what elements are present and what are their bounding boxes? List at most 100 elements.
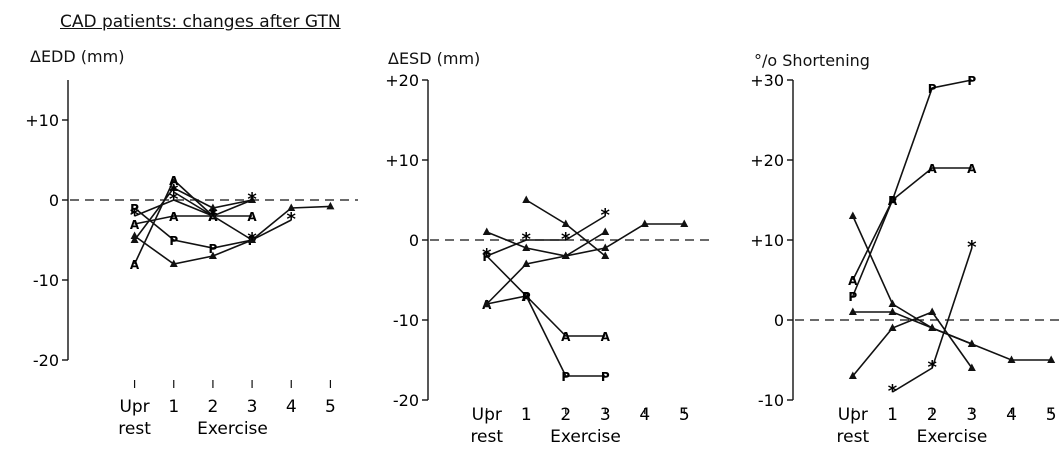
series-line [133, 186, 253, 241]
series-line [486, 223, 685, 305]
data-point [967, 363, 976, 371]
series-line [892, 247, 973, 393]
data-point: * [247, 229, 257, 250]
x-tick-label: 2 [927, 405, 938, 425]
data-point: P [522, 290, 531, 304]
series-line [134, 207, 253, 249]
series: * * * [169, 181, 257, 226]
y-tick-label: 0 [409, 231, 419, 250]
x-tick-label: 1 [168, 397, 179, 417]
data-point: * [169, 181, 179, 202]
data-point: A [601, 330, 611, 344]
data-point: * [208, 205, 218, 226]
data-point: * [561, 229, 571, 250]
series-line [486, 231, 606, 257]
data-point: A [848, 274, 858, 288]
y-tick-label: +10 [385, 151, 419, 170]
data-point: A [247, 210, 257, 224]
series-line [134, 205, 331, 265]
y-tick-label: 0 [774, 311, 784, 330]
data-point [888, 307, 897, 315]
x-tick-label: 4 [286, 397, 297, 417]
series: * * * * [482, 205, 611, 266]
data-point [888, 299, 897, 307]
data-point: A [928, 162, 938, 176]
series: *** [888, 237, 977, 402]
data-point [561, 251, 570, 259]
data-point: P [130, 202, 139, 216]
data-point: P [169, 234, 178, 248]
data-point [522, 195, 531, 203]
data-point: A [130, 218, 140, 232]
data-point: A [130, 258, 140, 272]
series-line [134, 215, 253, 225]
panel-edd: ΔEDD (mm) +10 0 -10 -20 Upr 1 2 3 4 5 rest Exercise A… [25, 47, 358, 439]
figure-title: CAD patients: changes after GTN [60, 12, 341, 32]
data-point [326, 201, 335, 210]
data-point [169, 183, 178, 191]
series-line [173, 191, 253, 217]
data-point: * [482, 245, 492, 266]
series-line [133, 178, 214, 265]
data-point [1047, 355, 1056, 363]
series-line [852, 311, 1052, 361]
data-point [601, 243, 610, 251]
y-tick-label: -10 [393, 311, 419, 330]
data-point [967, 339, 976, 347]
data-point [287, 203, 296, 211]
series-line [486, 295, 606, 337]
y-tick-label: -10 [758, 391, 784, 410]
series-line [852, 167, 972, 281]
series [848, 211, 976, 347]
data-point: * [927, 357, 937, 378]
data-point [169, 259, 178, 267]
x-sublabel: rest [837, 427, 870, 447]
data-point: * [247, 189, 257, 210]
data-point: A [561, 330, 571, 344]
x-tick-label: 3 [247, 397, 258, 417]
y-tick-label: +20 [750, 151, 784, 170]
data-point [482, 299, 491, 307]
data-point: A [169, 174, 179, 188]
series: A A A A [848, 162, 977, 288]
data-point: P [482, 250, 491, 264]
data-point [928, 307, 937, 315]
data-point [208, 203, 217, 211]
x-tick-label: 3 [600, 405, 611, 425]
series-line [852, 311, 973, 377]
series-line [486, 215, 606, 257]
x-sublabel: rest [118, 419, 151, 439]
series-line [852, 215, 973, 345]
data-point [601, 251, 610, 259]
y-tick-label: +10 [25, 111, 59, 130]
data-point: A [169, 210, 179, 224]
y-tick-label: +10 [750, 231, 784, 250]
data-point [848, 211, 857, 219]
data-point: A [888, 194, 898, 208]
data-point [1007, 355, 1016, 363]
x-sublabel: Exercise [197, 419, 268, 439]
data-point: * [967, 237, 977, 258]
x-tick-label: 5 [1046, 405, 1057, 425]
x-tick-label: 3 [966, 405, 977, 425]
data-point [680, 219, 689, 227]
y-tick-label: -20 [33, 351, 59, 370]
x-tick-label: Upr [472, 405, 502, 425]
data-point: P [928, 82, 937, 96]
data-point: * [130, 205, 140, 226]
data-point [561, 219, 570, 227]
data-point [522, 243, 531, 251]
y-axis-label: °/o Shortening [754, 51, 870, 70]
data-point: A [967, 162, 977, 176]
data-point [482, 227, 491, 235]
x-tick-label: 1 [887, 405, 898, 425]
series-line [852, 79, 972, 297]
data-point: * [287, 209, 297, 230]
y-axis-label: ΔESD (mm) [388, 49, 480, 68]
x-tick-label: 5 [679, 405, 690, 425]
x-tick-label: 4 [1006, 405, 1017, 425]
panel-esd: ΔESD (mm) +20 +10 0 -10 -20 Upr 1 2 3 4 5 rest Exerci… [385, 49, 712, 447]
